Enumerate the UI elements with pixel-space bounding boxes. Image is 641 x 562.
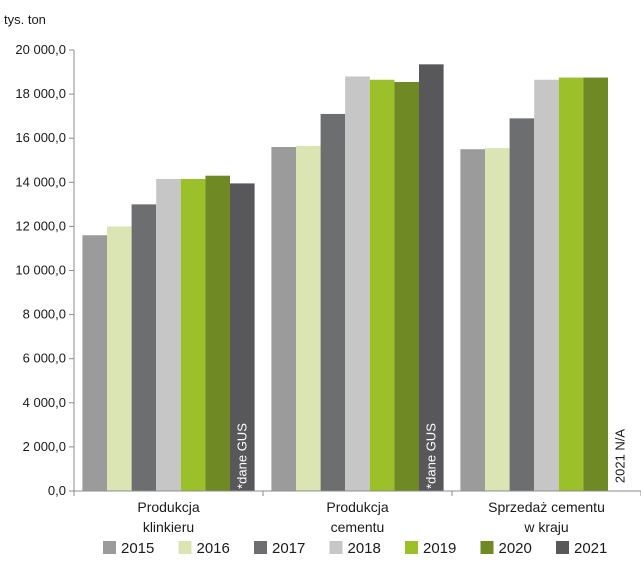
legend-swatch-2020 <box>480 541 494 554</box>
x-category-label: klinkieru <box>143 519 194 535</box>
bar-2021 <box>230 183 255 491</box>
y-tick-label: 12 000,0 <box>15 218 66 233</box>
y-tick-label: 8 000,0 <box>23 307 66 322</box>
bar-2015 <box>271 147 296 491</box>
y-axis-unit-label: tys. ton <box>4 12 46 27</box>
bar-2020 <box>205 175 230 491</box>
legend-label-2017: 2017 <box>272 540 305 557</box>
legend-swatch-2016 <box>178 541 192 554</box>
bar-2016 <box>485 148 510 491</box>
bar-2018 <box>534 79 559 491</box>
legend-swatch-2018 <box>329 541 343 554</box>
annotation-label: 2021 N/A <box>612 429 627 484</box>
bar-2017 <box>509 118 535 491</box>
legend-label-2015: 2015 <box>121 540 154 557</box>
y-tick-label: 0,0 <box>48 483 66 498</box>
legend-swatch-2019 <box>405 541 418 554</box>
bar-2018 <box>156 178 181 491</box>
x-category-label: Produkcja <box>137 499 199 515</box>
bar-2017 <box>131 204 157 491</box>
y-tick-label: 6 000,0 <box>23 351 66 366</box>
y-tick-label: 20 000,0 <box>15 42 66 57</box>
y-tick-label: 14 000,0 <box>15 174 66 189</box>
bar-2020 <box>394 81 419 491</box>
legend: 2015 2016 2017 2018 2019 2020 2021 <box>103 540 607 557</box>
bar-2015 <box>82 235 107 491</box>
legend-swatch-2017 <box>254 541 267 554</box>
legend-label-2019: 2019 <box>423 540 456 557</box>
bar-2016 <box>107 226 132 491</box>
legend-label-2020: 2020 <box>499 540 532 557</box>
legend-swatch-2015 <box>103 541 116 554</box>
bar-2015 <box>460 149 485 491</box>
bar-2020 <box>583 77 608 491</box>
x-category-label: cementu <box>331 519 385 535</box>
bar-2016 <box>296 145 321 492</box>
bar-2018 <box>345 76 370 492</box>
y-tick-label: 16 000,0 <box>15 130 66 145</box>
annotation-label: *dane GUS <box>423 423 438 489</box>
legend-label-2021: 2021 <box>574 540 607 557</box>
x-category-label: w kraju <box>523 519 568 535</box>
legend-label-2016: 2016 <box>197 540 230 557</box>
y-tick-label: 18 000,0 <box>15 86 66 101</box>
bar-2019 <box>180 178 206 491</box>
y-tick-label: 2 000,0 <box>23 439 66 454</box>
x-category-label: Sprzedaż cementu <box>488 499 605 515</box>
legend-label-2018: 2018 <box>348 540 381 557</box>
bar-2019 <box>558 77 584 491</box>
bar-2019 <box>369 79 395 491</box>
x-category-label: Produkcja <box>326 499 388 515</box>
y-tick-label: 4 000,0 <box>23 395 66 410</box>
legend-swatch-2021 <box>556 541 569 554</box>
bar-2017 <box>320 113 346 491</box>
bar-2021 <box>419 64 444 492</box>
y-tick-label: 10 000,0 <box>15 263 66 278</box>
annotation-label: *dane GUS <box>234 423 249 489</box>
plot-area: 0,0 2 000,0 4 000,0 6 000,0 8 000,0 10 000,0 1… <box>15 42 641 535</box>
